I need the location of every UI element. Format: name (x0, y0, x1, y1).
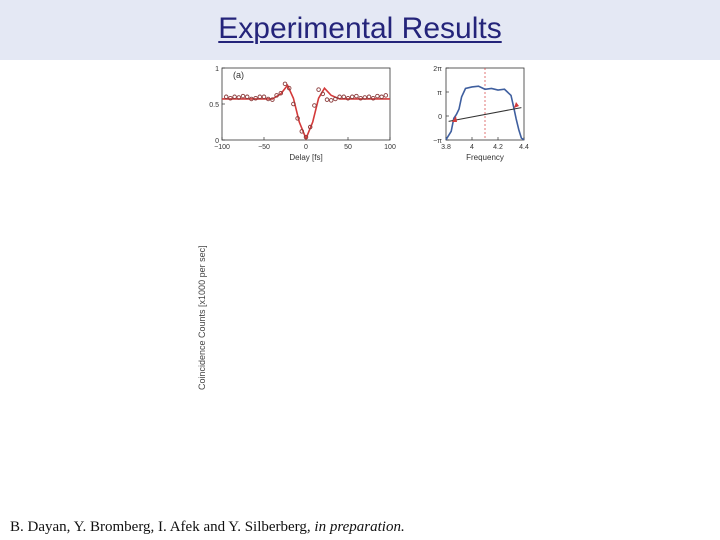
coincidence-axis-label: Coincidence Counts [x1000 per sec] (197, 245, 207, 390)
data-point (370, 95, 376, 101)
y-tick-label: −π (433, 138, 442, 145)
y-tick-label: 0 (215, 138, 219, 145)
red-marker-right (514, 102, 519, 108)
y-tick-label: 2π (433, 66, 442, 73)
delay-chart-frame (221, 67, 391, 141)
data-point (312, 103, 317, 108)
data-point (278, 90, 284, 96)
x-tick-label: 4.4 (519, 144, 529, 151)
data-point (265, 96, 271, 102)
data-point (366, 94, 372, 100)
data-point (320, 91, 326, 97)
citation-authors: B. Dayan, Y. Bromberg, I. Afek and Y. Si… (10, 519, 311, 535)
data-point (303, 134, 309, 140)
data-point (383, 93, 389, 98)
phase-chart: 3.8 4 4.2 4.4 −π 0 π 2π Frequency (418, 62, 538, 166)
data-point (354, 93, 359, 99)
panel-label: (a) (233, 70, 244, 80)
data-point (324, 97, 330, 102)
data-point (249, 96, 254, 102)
y-tick-label: 1 (215, 66, 219, 73)
data-point (244, 94, 250, 100)
data-point (295, 116, 300, 121)
delay-chart: −100 −50 0 50 100 0 0.5 1 (a) Delay [fs] (200, 62, 410, 166)
data-point (307, 124, 313, 130)
data-point (253, 95, 258, 101)
data-point (345, 95, 351, 101)
data-point (228, 95, 233, 101)
y-tick-label: 0.5 (209, 102, 219, 109)
x-tick-label: −100 (214, 144, 230, 151)
x-tick-label: 4.2 (493, 144, 503, 151)
data-point (333, 96, 338, 102)
data-point (274, 93, 279, 98)
slide-title: Experimental Results (218, 12, 502, 45)
data-point (349, 94, 355, 100)
x-tick-label: 0 (304, 144, 308, 151)
y-tick-label: π (437, 90, 442, 97)
phase-curve (445, 85, 525, 141)
data-point (257, 94, 263, 100)
data-point (341, 94, 347, 100)
x-tick-label: 50 (344, 144, 352, 151)
citation: B. Dayan, Y. Bromberg, I. Afek and Y. Si… (10, 519, 405, 536)
red-marker-left (452, 116, 457, 122)
data-point (232, 94, 237, 100)
fit-curve (222, 83, 390, 141)
data-point (223, 94, 229, 100)
title-bar (0, 0, 720, 60)
data-point (282, 81, 288, 87)
data-point (270, 97, 275, 102)
delay-x-label: Delay [fs] (289, 153, 322, 162)
data-point (261, 94, 267, 100)
x-tick-label: 3.8 (441, 144, 451, 151)
data-point (240, 93, 246, 99)
y-tick-label: 0 (438, 114, 442, 121)
data-point (375, 93, 380, 99)
data-point (236, 95, 242, 100)
x-tick-label: 100 (384, 144, 396, 151)
data-point (362, 95, 368, 100)
citation-status: in preparation. (314, 519, 405, 535)
frequency-x-label: Frequency (466, 153, 504, 162)
data-point (299, 129, 305, 134)
data-point (358, 95, 363, 101)
data-point (316, 87, 321, 92)
linear-phase-line (448, 107, 522, 122)
data-point (379, 94, 384, 100)
data-point (328, 98, 334, 103)
data-point (286, 85, 292, 91)
data-point (291, 101, 296, 107)
x-tick-label: −50 (258, 144, 270, 151)
x-tick-label: 4 (470, 144, 474, 151)
data-point (337, 94, 342, 100)
